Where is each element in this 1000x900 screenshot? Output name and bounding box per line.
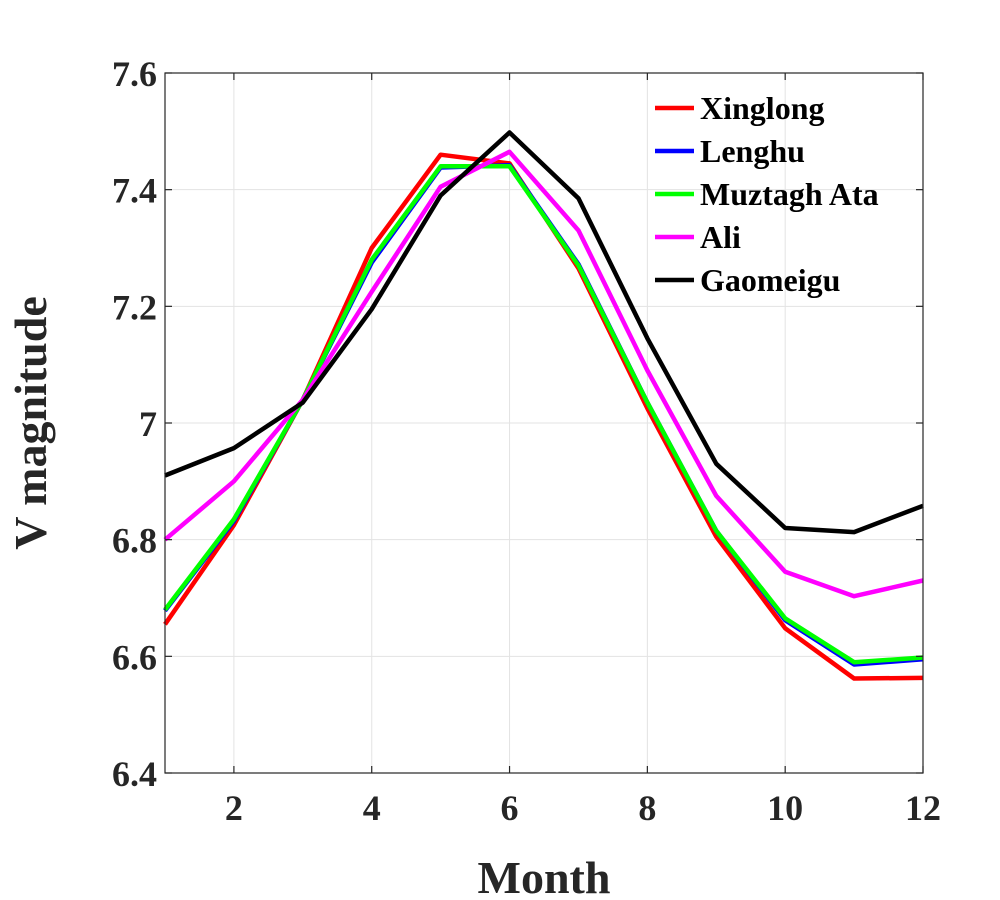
series-line-gaomeigu [164,130,924,535]
grid [165,72,924,774]
y-axis-ticks: 6.4 6.6 6.8 7 7.2 7.4 7.6 [112,54,923,794]
y-tick-label: 7.4 [112,171,157,211]
x-tick-label: 2 [225,788,243,828]
y-tick-label: 7.6 [112,54,157,94]
x-tick-label: 8 [638,788,656,828]
y-tick-label: 6.6 [112,637,157,677]
y-tick-label: 6.4 [112,754,157,794]
legend-label-ali: Ali [700,219,741,255]
x-axis-ticks: 2 4 6 8 10 12 [225,73,941,828]
y-tick-label: 7.2 [112,287,157,327]
y-tick-label: 7 [139,404,157,444]
series-line-muztagh-ata [163,164,924,665]
y-axis-label: V magnitude [5,296,56,549]
legend: Xinglong Lenghu Muztagh Ata Ali Gaomeigu [655,90,879,298]
x-tick-label: 12 [905,788,941,828]
x-tick-label: 4 [363,788,381,828]
x-tick-label: 10 [767,788,803,828]
x-tick-label: 6 [501,788,519,828]
legend-label-lenghu: Lenghu [700,133,805,169]
legend-label-muztagh-ata: Muztagh Ata [700,176,879,212]
series-line-ali [163,149,924,599]
legend-label-xinglong: Xinglong [700,90,824,126]
legend-label-gaomeigu: Gaomeigu [700,262,840,298]
x-axis-label: Month [478,852,611,900]
y-tick-label: 6.8 [112,521,157,561]
series-lines [163,130,924,681]
